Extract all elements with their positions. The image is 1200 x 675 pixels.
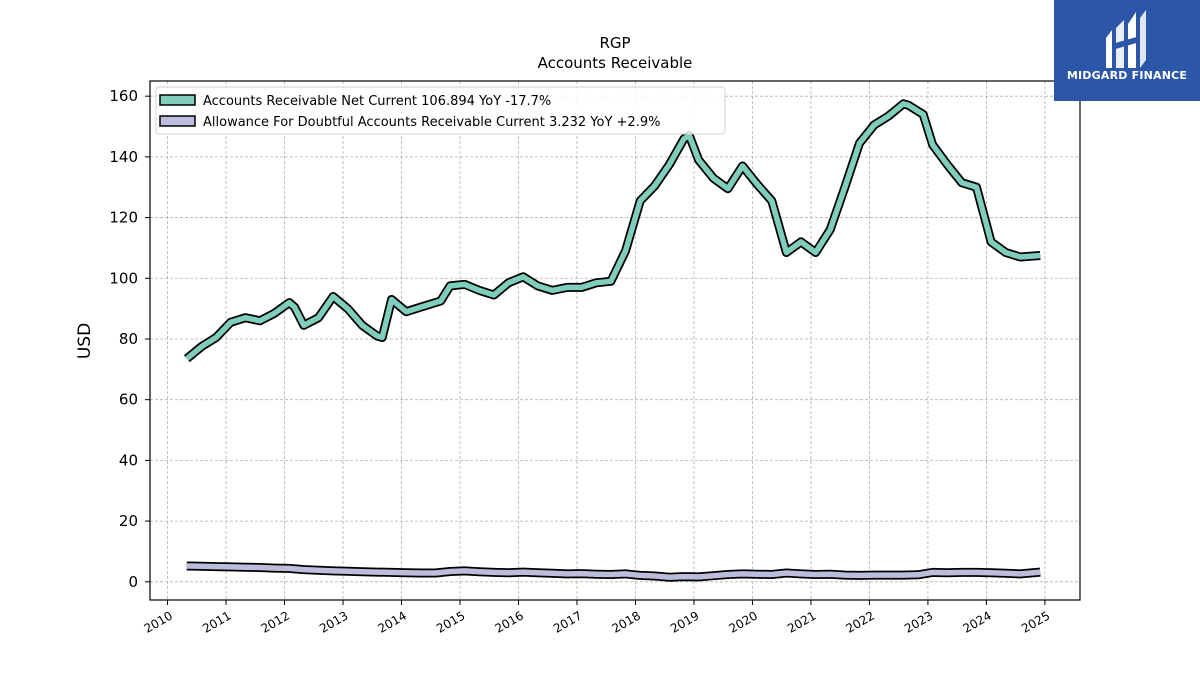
brand-name: MIDGARD FINANCE: [1066, 69, 1188, 82]
chart-title: RGP: [599, 34, 630, 52]
legend-swatch: [159, 94, 196, 106]
midgard-finance-logo: MIDGARD FINANCE: [1054, 0, 1200, 101]
x-tick-label: 2018: [610, 608, 643, 635]
x-tick-label: 2010: [142, 608, 175, 635]
x-tick-label: 2023: [902, 608, 935, 635]
y-tick-label: 140: [109, 148, 138, 166]
series-line-1: [186, 563, 1041, 580]
legend-box: [155, 86, 726, 135]
x-tick-label: 2014: [376, 608, 409, 635]
x-tick-label: 2021: [785, 608, 818, 635]
series-line-0: [185, 101, 1041, 361]
legend-label: Allowance For Doubtful Accounts Receivab…: [203, 115, 660, 130]
x-tick-label: 2012: [259, 608, 292, 635]
series-layer: [183, 99, 1041, 582]
y-tick-label: 100: [109, 269, 138, 287]
y-tick-label: 60: [119, 391, 138, 409]
x-tick-label: 2024: [960, 608, 993, 635]
x-tick-label: 2022: [843, 608, 876, 635]
plot-frame: [149, 80, 1081, 601]
x-tick-label: 2019: [668, 608, 701, 635]
axis-ticks: 0 20 40 60 80 100 120 140 160 2010 2011 2012 2013 201…: [109, 87, 1052, 636]
x-tick-label: 2016: [493, 608, 526, 635]
chart-subtitle: Accounts Receivable: [538, 54, 693, 72]
x-tick-label: 2020: [726, 608, 759, 635]
legend-swatch: [159, 115, 196, 127]
y-tick-label: 160: [109, 87, 138, 105]
x-tick-label: 2011: [200, 608, 233, 635]
legend: Accounts Receivable Net Current 106.894 …: [155, 86, 726, 135]
x-tick-label: 2025: [1019, 608, 1052, 635]
midgard-m-logo-icon: [1106, 10, 1146, 68]
y-tick-label: 120: [109, 209, 138, 227]
x-tick-label: 2017: [551, 608, 584, 635]
legend-label: Accounts Receivable Net Current 106.894 …: [203, 94, 551, 109]
y-axis-label: USD: [75, 323, 95, 359]
y-tick-label: 20: [119, 512, 138, 530]
x-tick-label: 2013: [317, 608, 350, 635]
y-tick-label: 0: [128, 573, 138, 591]
y-tick-label: 40: [119, 451, 138, 469]
x-tick-label: 2015: [434, 608, 467, 635]
y-tick-label: 80: [119, 330, 138, 348]
